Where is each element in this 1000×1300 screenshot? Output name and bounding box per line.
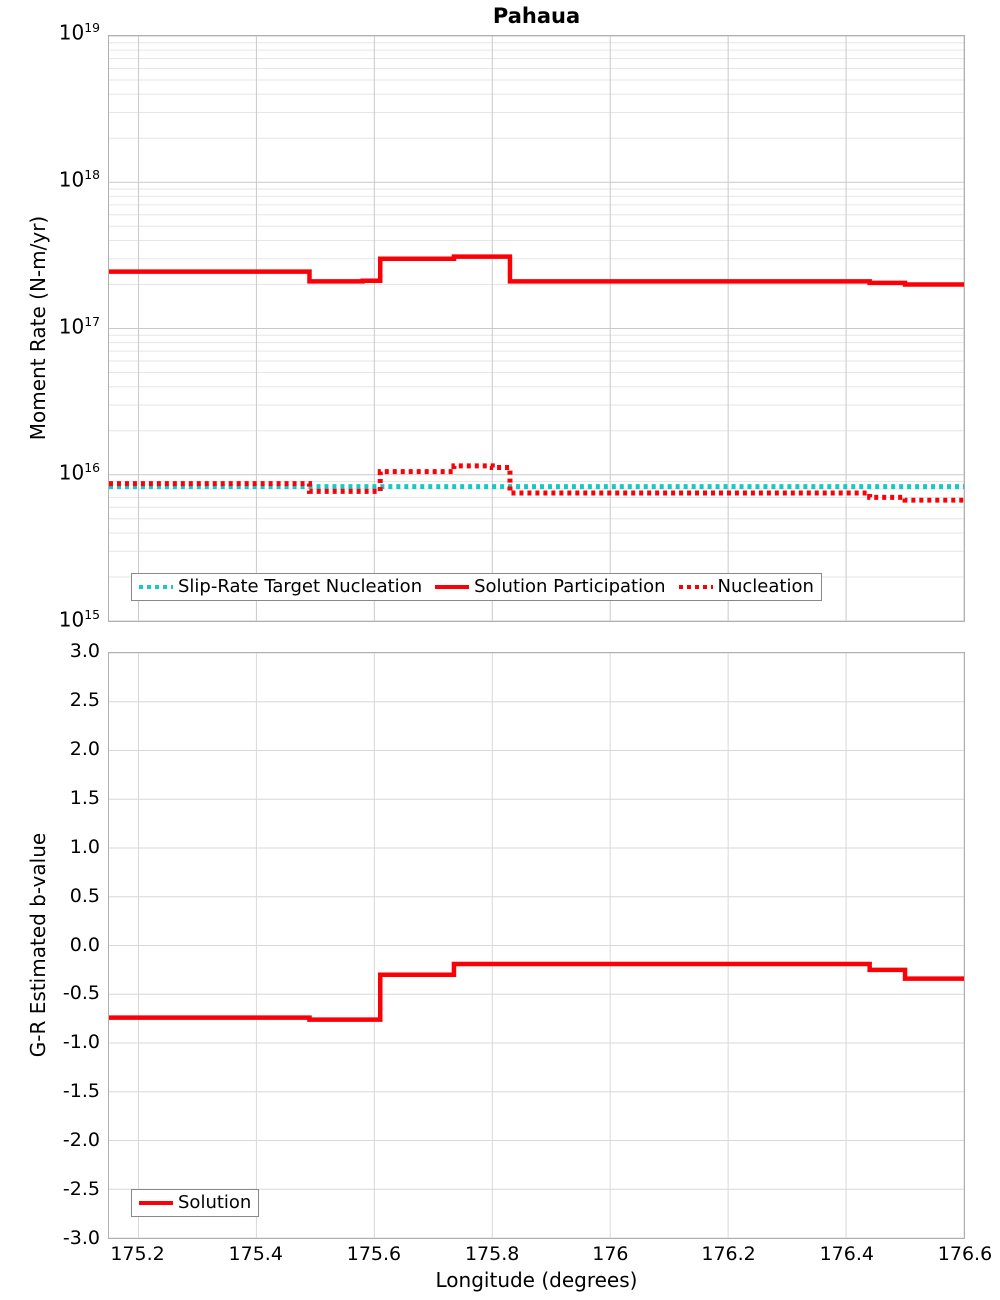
legend-swatch-icon — [139, 1201, 173, 1205]
x-tick-label: 175.4 — [228, 1243, 283, 1265]
bottom-panel-y-tick-label: -2.5 — [62, 1178, 100, 1201]
bottom-panel-svg — [109, 653, 964, 1238]
bottom-panel-plot-area — [108, 652, 965, 1239]
x-tick-label: 175.2 — [110, 1243, 165, 1265]
x-tick-label: 176.2 — [701, 1243, 756, 1265]
legend-label: Slip-Rate Target Nucleation — [178, 576, 423, 597]
bottom-panel-y-tick-label: 0.5 — [69, 884, 100, 907]
bottom-panel-legend: Solution — [131, 1189, 260, 1217]
series-line-solution — [109, 961, 964, 1022]
bottom-panel-y-tick-label: 1.0 — [69, 835, 100, 858]
bottom-panel-y-tick-label: -1.5 — [62, 1080, 100, 1103]
top-panel-y-tick-label: 1018 — [58, 166, 100, 192]
top-panel-y-tick-label: 1019 — [58, 20, 100, 45]
bottom-panel-y-tick-label: 3.0 — [69, 640, 100, 662]
x-axis-label: Longitude (degrees) — [435, 1268, 638, 1292]
bottom-panel-y-tick-label: -2.0 — [62, 1129, 100, 1152]
top-panel-y-tick-label: 1015 — [58, 607, 100, 632]
bottom-panel-y-tick-label: 1.5 — [69, 786, 100, 809]
top-panel-svg — [109, 36, 964, 621]
legend-entry-nucleation[interactable]: Nucleation — [678, 576, 814, 597]
legend-label: Nucleation — [717, 576, 814, 597]
bottom-panel-y-tick-label: 2.5 — [69, 688, 100, 711]
bottom-panel-y-tick-label: 2.0 — [69, 737, 100, 760]
legend-entry-slip-rate-target-nucleation[interactable]: Slip-Rate Target Nucleation — [139, 578, 422, 596]
x-tick-label: 176.6 — [937, 1243, 993, 1265]
x-tick-label: 176 — [592, 1243, 629, 1265]
top-panel-y-tick-label: 1017 — [58, 313, 100, 339]
legend-entry-solution-participation[interactable]: Solution Participation — [435, 576, 666, 597]
top-panel-plot-area — [108, 35, 965, 622]
legend-swatch-icon — [139, 585, 173, 589]
series-line-solution-participation — [109, 254, 964, 287]
bottom-panel-y-tick-label: -0.5 — [62, 982, 100, 1005]
legend-swatch-icon — [678, 585, 713, 589]
legend-label: Solution — [178, 1192, 252, 1213]
bottom-panel-y-tick-label: -3.0 — [62, 1227, 100, 1249]
legend-swatch-icon — [435, 585, 470, 589]
bottom-panel-y-tick-label: -1.0 — [62, 1031, 100, 1054]
x-tick-label: 175.6 — [346, 1243, 402, 1265]
top-panel-legend: Slip-Rate Target Nucleation Solution Par… — [131, 573, 822, 601]
top-panel-y-tick-label: 1016 — [58, 460, 100, 485]
legend-label: Solution Participation — [474, 576, 666, 597]
x-tick-label: 175.8 — [464, 1243, 520, 1265]
legend-entry-solution[interactable]: Solution — [139, 1194, 251, 1212]
page-title: Pahaua — [492, 4, 581, 28]
x-tick-label: 176.4 — [819, 1243, 874, 1265]
series-line-nucleation — [109, 463, 964, 503]
bottom-panel-y-tick-label: 0.0 — [69, 933, 100, 956]
